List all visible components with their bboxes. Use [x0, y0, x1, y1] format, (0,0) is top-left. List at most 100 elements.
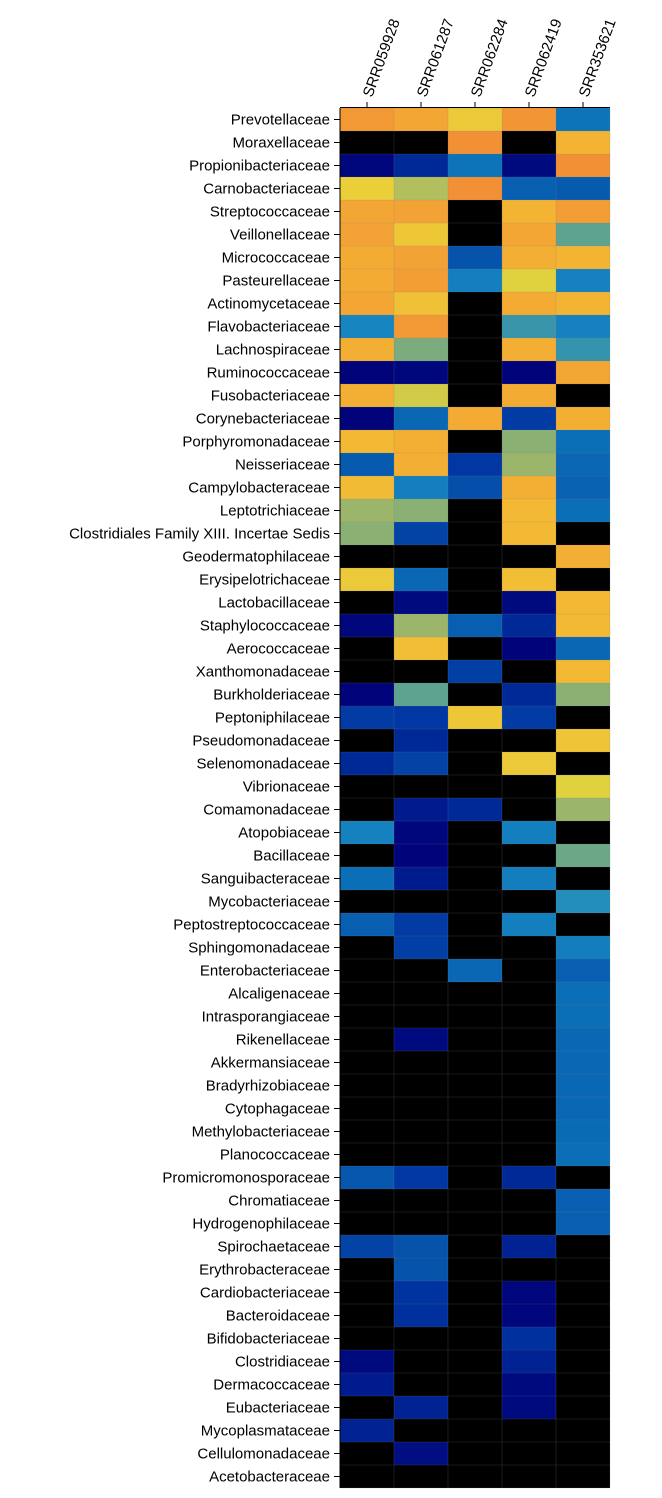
heatmap-cell	[394, 936, 448, 959]
heatmap-cell	[502, 315, 556, 338]
heatmap-cell	[502, 660, 556, 683]
y-tick-label: Campylobacteraceae	[188, 480, 330, 497]
heatmap-cell	[502, 798, 556, 821]
y-tick-label: Erysipelotrichaceae	[199, 572, 330, 589]
heatmap-cell	[448, 1028, 502, 1051]
heatmap-cell	[340, 384, 394, 407]
heatmap-cell	[556, 1074, 610, 1097]
heatmap-cell	[556, 1373, 610, 1396]
heatmap-cell	[556, 246, 610, 269]
heatmap-cell	[448, 844, 502, 867]
heatmap-cell	[502, 131, 556, 154]
heatmap-cell	[340, 1327, 394, 1350]
heatmap-cell	[448, 637, 502, 660]
heatmap-cell	[340, 499, 394, 522]
heatmap-cell	[340, 1396, 394, 1419]
heatmap-cell	[340, 1304, 394, 1327]
heatmap-cell	[340, 1235, 394, 1258]
heatmap-cell	[340, 591, 394, 614]
heatmap-cell	[556, 683, 610, 706]
heatmap-cell	[340, 706, 394, 729]
y-tick-label: Hydrogenophilaceae	[192, 1216, 330, 1233]
y-tick-label: Erythrobacteraceae	[199, 1262, 330, 1279]
heatmap-cell	[556, 430, 610, 453]
heatmap-cell	[394, 1166, 448, 1189]
heatmap-cell	[340, 1442, 394, 1465]
heatmap-cell	[394, 361, 448, 384]
heatmap-cell	[556, 844, 610, 867]
y-tick-label: Moraxellaceae	[232, 135, 330, 152]
x-tick-label: SRR062419	[522, 17, 566, 100]
heatmap-cell	[556, 154, 610, 177]
heatmap-cell	[394, 660, 448, 683]
heatmap-cell	[502, 913, 556, 936]
y-tick-label: Propionibacteriaceae	[189, 158, 330, 175]
heatmap-cell	[556, 775, 610, 798]
heatmap-cell	[340, 1258, 394, 1281]
heatmap-cell	[448, 936, 502, 959]
heatmap-cell	[448, 1304, 502, 1327]
heatmap-cell	[502, 1350, 556, 1373]
heatmap-cell	[394, 591, 448, 614]
y-tick-label: Peptoniphilaceae	[215, 710, 330, 727]
heatmap-cell	[448, 407, 502, 430]
heatmap-cell	[502, 637, 556, 660]
y-tick-label: Carnobacteriaceae	[203, 181, 330, 198]
heatmap-cell	[502, 1419, 556, 1442]
y-tick-label: Lactobacillaceae	[218, 595, 330, 612]
heatmap-cell	[340, 660, 394, 683]
heatmap-cell	[394, 959, 448, 982]
heatmap-cell	[394, 1143, 448, 1166]
heatmap-cell	[502, 867, 556, 890]
y-tick-label: Clostridiaceae	[235, 1354, 330, 1371]
heatmap-cell	[340, 1120, 394, 1143]
heatmap-cell	[556, 108, 610, 131]
heatmap-cell	[340, 1189, 394, 1212]
y-tick-label: Ruminococcaceae	[207, 365, 330, 382]
heatmap-cell	[448, 1373, 502, 1396]
heatmap-cell	[448, 1189, 502, 1212]
heatmap-cell	[502, 614, 556, 637]
heatmap-cell	[502, 1120, 556, 1143]
y-tick-label: Actinomycetaceae	[207, 296, 330, 313]
heatmap-cell	[502, 1235, 556, 1258]
heatmap-cell	[340, 775, 394, 798]
heatmap-cell	[556, 338, 610, 361]
heatmap-cell	[394, 1051, 448, 1074]
heatmap-cell	[502, 775, 556, 798]
heatmap-cell	[394, 407, 448, 430]
y-tick-label: Cardiobacteriaceae	[200, 1285, 330, 1302]
heatmap-cell	[340, 315, 394, 338]
heatmap-cell	[394, 223, 448, 246]
heatmap-cell	[340, 729, 394, 752]
y-tick-label: Lachnospiraceae	[216, 342, 330, 359]
heatmap-cell	[394, 453, 448, 476]
heatmap-cell	[340, 200, 394, 223]
y-tick-label: Planococcaceae	[220, 1147, 330, 1164]
heatmap-cell	[448, 200, 502, 223]
y-tick-label: Pasteurellaceae	[222, 273, 330, 290]
y-tick-label: Clostridiales Family XIII. Incertae Sedi…	[69, 526, 330, 543]
heatmap-cell	[448, 430, 502, 453]
y-tick-label: Pseudomonadaceae	[192, 733, 330, 750]
heatmap-cell	[556, 1350, 610, 1373]
y-tick-label: Selenomonadaceae	[197, 756, 330, 773]
heatmap-cell	[340, 430, 394, 453]
y-tick-label: Bacteroidaceae	[226, 1308, 330, 1325]
heatmap-cell	[448, 683, 502, 706]
heatmap-cell	[340, 453, 394, 476]
heatmap-cell	[394, 867, 448, 890]
heatmap-cell	[394, 1442, 448, 1465]
y-tick-label: Sanguibacteraceae	[201, 871, 330, 888]
heatmap-cell	[340, 338, 394, 361]
heatmap-cell	[502, 453, 556, 476]
heatmap-cell	[556, 798, 610, 821]
heatmap-cell	[340, 154, 394, 177]
heatmap-cell	[394, 1304, 448, 1327]
heatmap-cell	[448, 223, 502, 246]
y-tick-label: Acetobacteraceae	[209, 1469, 330, 1486]
y-tick-label: Chromatiaceae	[228, 1193, 330, 1210]
heatmap-cell	[340, 1005, 394, 1028]
heatmap-cell	[502, 1074, 556, 1097]
heatmap-cell	[448, 568, 502, 591]
